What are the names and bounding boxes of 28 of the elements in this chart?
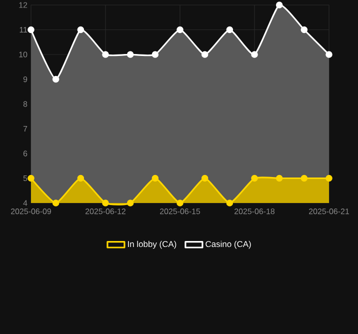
point (77, 26, 84, 34)
point (176, 26, 184, 34)
point (251, 174, 258, 182)
point (326, 51, 332, 58)
point (126, 200, 134, 206)
point (201, 51, 208, 58)
point (152, 51, 159, 58)
point (126, 51, 134, 58)
point (226, 26, 234, 34)
point (102, 51, 109, 58)
point (176, 200, 184, 206)
point (77, 174, 84, 182)
legend-label: Casino (CA) (206, 240, 251, 249)
point (276, 2, 283, 8)
point (300, 174, 308, 182)
point (52, 200, 60, 206)
point (28, 26, 34, 34)
legend-label: In lobby (CA) (128, 240, 176, 249)
point (300, 26, 308, 34)
point (251, 51, 258, 58)
point (28, 174, 34, 182)
point (52, 76, 60, 83)
point (152, 174, 159, 182)
point (201, 174, 208, 182)
point (102, 200, 109, 206)
point (276, 174, 283, 182)
point (226, 200, 234, 206)
point (326, 174, 332, 182)
